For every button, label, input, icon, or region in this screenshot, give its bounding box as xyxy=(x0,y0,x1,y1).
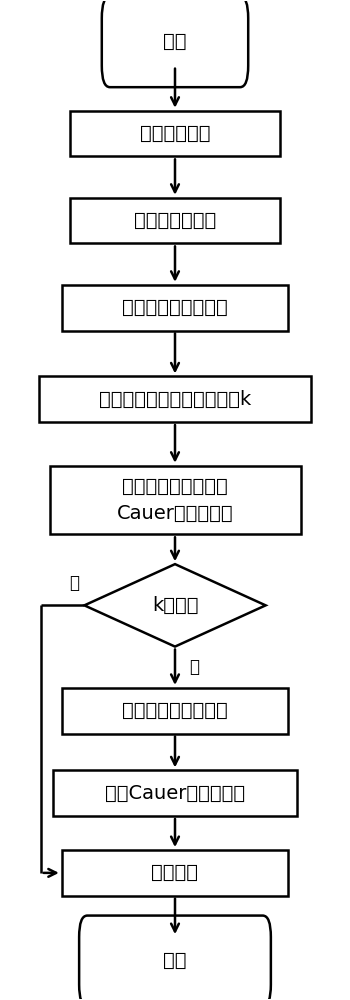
Polygon shape xyxy=(84,564,266,647)
Text: 定角热扩散模型: 定角热扩散模型 xyxy=(134,211,216,230)
Text: 材料温度相关特性的
Cauer热网络模型: 材料温度相关特性的 Cauer热网络模型 xyxy=(117,477,233,523)
Bar xyxy=(70,111,280,156)
Text: 获取壳温，环境温度: 获取壳温，环境温度 xyxy=(122,298,228,317)
Text: 是: 是 xyxy=(189,658,199,676)
Text: 获取模块参数: 获取模块参数 xyxy=(140,124,210,143)
Bar xyxy=(53,770,297,816)
Text: 开始: 开始 xyxy=(163,32,187,51)
Bar xyxy=(62,688,288,734)
Text: 修正下铜层热扩散角: 修正下铜层热扩散角 xyxy=(122,701,228,720)
Text: 否: 否 xyxy=(69,574,79,592)
Bar xyxy=(62,850,288,896)
Text: 更新Cauer热网络模型: 更新Cauer热网络模型 xyxy=(105,784,245,803)
Bar xyxy=(62,285,288,331)
Text: 结温估计: 结温估计 xyxy=(152,863,198,882)
Bar xyxy=(49,466,301,534)
FancyBboxPatch shape xyxy=(79,916,271,1000)
Bar xyxy=(39,376,311,422)
FancyBboxPatch shape xyxy=(102,0,248,87)
Text: 计算焊料老化状态监测参量k: 计算焊料老化状态监测参量k xyxy=(99,390,251,409)
Bar xyxy=(70,198,280,243)
Text: k变化？: k变化？ xyxy=(152,596,198,615)
Text: 结束: 结束 xyxy=(163,951,187,970)
